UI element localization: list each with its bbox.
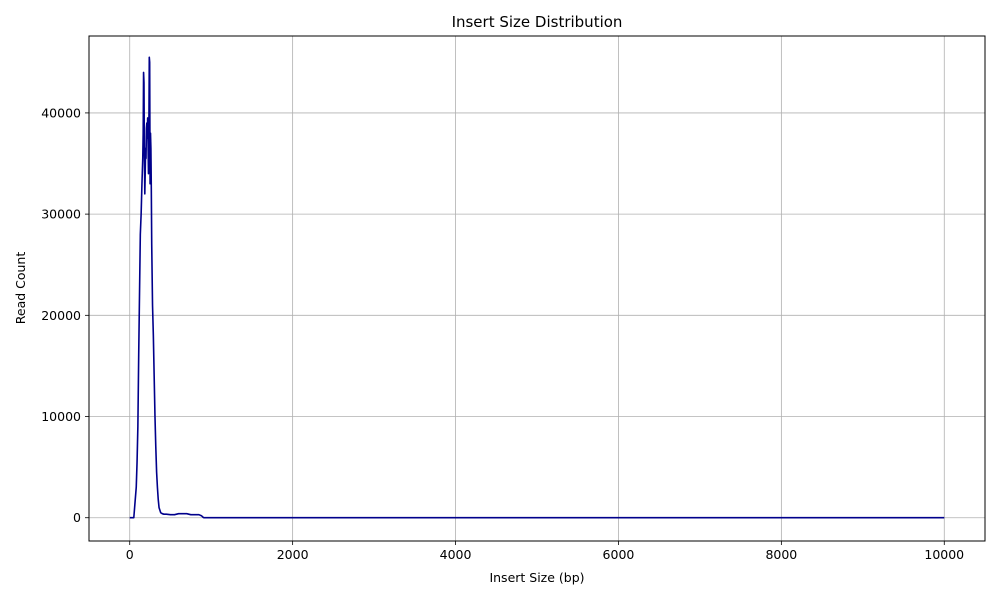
plot-area-frame — [88, 35, 986, 542]
x-tick-label: 2000 — [277, 547, 309, 562]
y-axis-ticks: 0 10000 20000 30000 40000 — [41, 105, 89, 525]
x-tick-label: 0 — [126, 547, 134, 562]
x-tick-label: 8000 — [765, 547, 797, 562]
y-tick-label: 10000 — [41, 409, 81, 424]
x-tick-label: 10000 — [924, 547, 964, 562]
y-tick-label: 30000 — [41, 207, 81, 222]
series-layer — [129, 56, 945, 519]
series-line — [129, 56, 945, 519]
x-axis-ticks: 0 2000 4000 6000 8000 10000 — [126, 541, 964, 562]
y-tick-label: 40000 — [41, 105, 81, 120]
x-axis-label: Insert Size (bp) — [489, 570, 584, 585]
y-tick-label: 20000 — [41, 308, 81, 323]
y-axis-label: Read Count — [13, 252, 28, 325]
x-tick-label: 6000 — [603, 547, 635, 562]
chart-title: Insert Size Distribution — [452, 13, 623, 31]
x-tick-label: 4000 — [440, 547, 472, 562]
y-tick-label: 0 — [73, 510, 81, 525]
